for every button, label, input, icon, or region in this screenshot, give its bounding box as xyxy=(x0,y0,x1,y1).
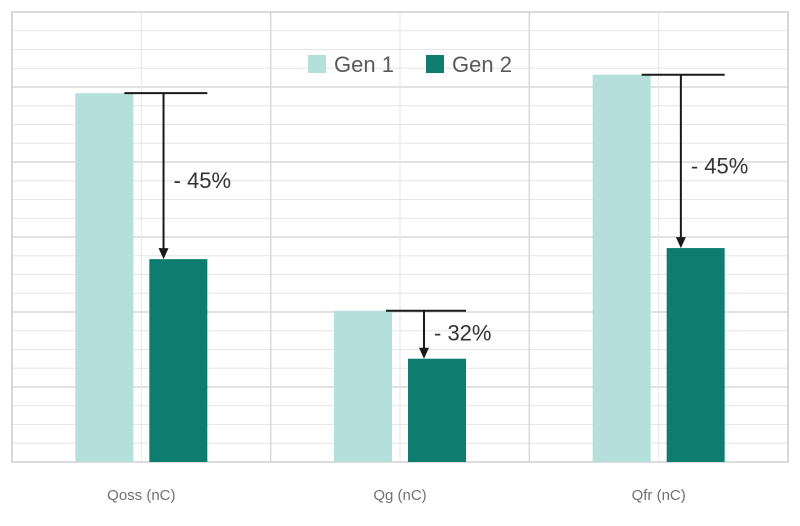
reduction-label: - 45% xyxy=(174,168,231,193)
legend: Gen 1 Gen 2 xyxy=(308,52,512,77)
category-label: Qfr (nC) xyxy=(632,487,686,504)
bar-gen-2-2 xyxy=(408,358,466,462)
category-label: Qg (nC) xyxy=(373,487,426,504)
bar-layer xyxy=(75,74,725,463)
category-label: Qoss (nC) xyxy=(107,487,175,504)
reduction-label: - 45% xyxy=(691,153,748,178)
reduction-label: - 32% xyxy=(434,321,491,346)
legend-swatch-1 xyxy=(308,55,326,73)
annotation-layer: - 45% - 32% - 45% xyxy=(124,73,748,359)
legend-label-1: Gen 1 xyxy=(334,52,394,77)
bar-gen-2-3 xyxy=(666,248,725,462)
grid-layer xyxy=(11,11,789,463)
bar-gen-2-1 xyxy=(149,259,208,462)
reduction-arrow-head xyxy=(419,347,429,359)
bar-gen-1-1 xyxy=(75,93,134,463)
reduction-arrow-head xyxy=(675,237,686,249)
bar-gen-1-3 xyxy=(592,74,651,462)
bar-gen-1-2 xyxy=(334,310,392,462)
legend-label-2: Gen 2 xyxy=(452,52,512,77)
plot-frame xyxy=(11,11,789,463)
legend-swatch-2 xyxy=(426,55,444,73)
tick-layer: Qoss (nC) Qg (nC) Qfr (nC) xyxy=(107,487,686,504)
reduction-arrow-head xyxy=(158,248,169,260)
